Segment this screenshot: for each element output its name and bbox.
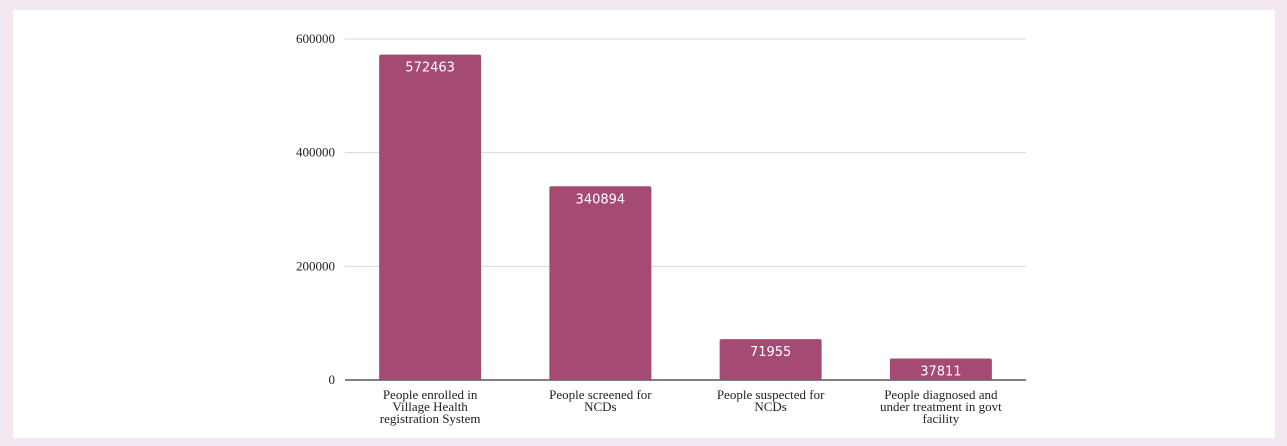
x-tick-label: People enrolled in Village Health registra… bbox=[380, 387, 481, 426]
y-tick-label: 600000 bbox=[296, 31, 335, 46]
bar[interactable] bbox=[549, 186, 652, 380]
x-tick-label-line: facility bbox=[922, 411, 959, 426]
y-tick-label: 0 bbox=[329, 372, 336, 387]
x-tick-label-line: NCDs bbox=[584, 399, 617, 414]
x-tick-label-line: NCDs bbox=[754, 399, 787, 414]
y-tick-label: 200000 bbox=[296, 258, 335, 273]
bar[interactable] bbox=[719, 339, 822, 380]
x-tick-label-line: People suspected for bbox=[717, 387, 825, 402]
data-label: 37811 bbox=[920, 365, 961, 380]
x-tick-label: People diagnosed and under treatment in g… bbox=[880, 387, 1002, 426]
x-tick-label-line: People enrolled in bbox=[383, 387, 478, 402]
data-label: 71955 bbox=[750, 345, 791, 360]
x-tick-label: People screened for NCDs bbox=[549, 387, 652, 414]
bar[interactable] bbox=[889, 358, 992, 380]
data-label: 572463 bbox=[405, 61, 455, 76]
bar[interactable] bbox=[379, 54, 482, 380]
x-tick-label-line: Village Health bbox=[392, 399, 468, 414]
x-tick-label-line: registration System bbox=[380, 411, 481, 426]
y-tick-label: 400000 bbox=[296, 145, 335, 160]
x-tick-label-line: People diagnosed and bbox=[884, 387, 998, 402]
data-label: 340894 bbox=[576, 192, 626, 207]
x-tick-label: People suspected for NCDs bbox=[717, 387, 825, 414]
x-tick-label-line: People screened for bbox=[549, 387, 652, 402]
x-tick-label-line: under treatment in govt bbox=[880, 399, 1002, 414]
